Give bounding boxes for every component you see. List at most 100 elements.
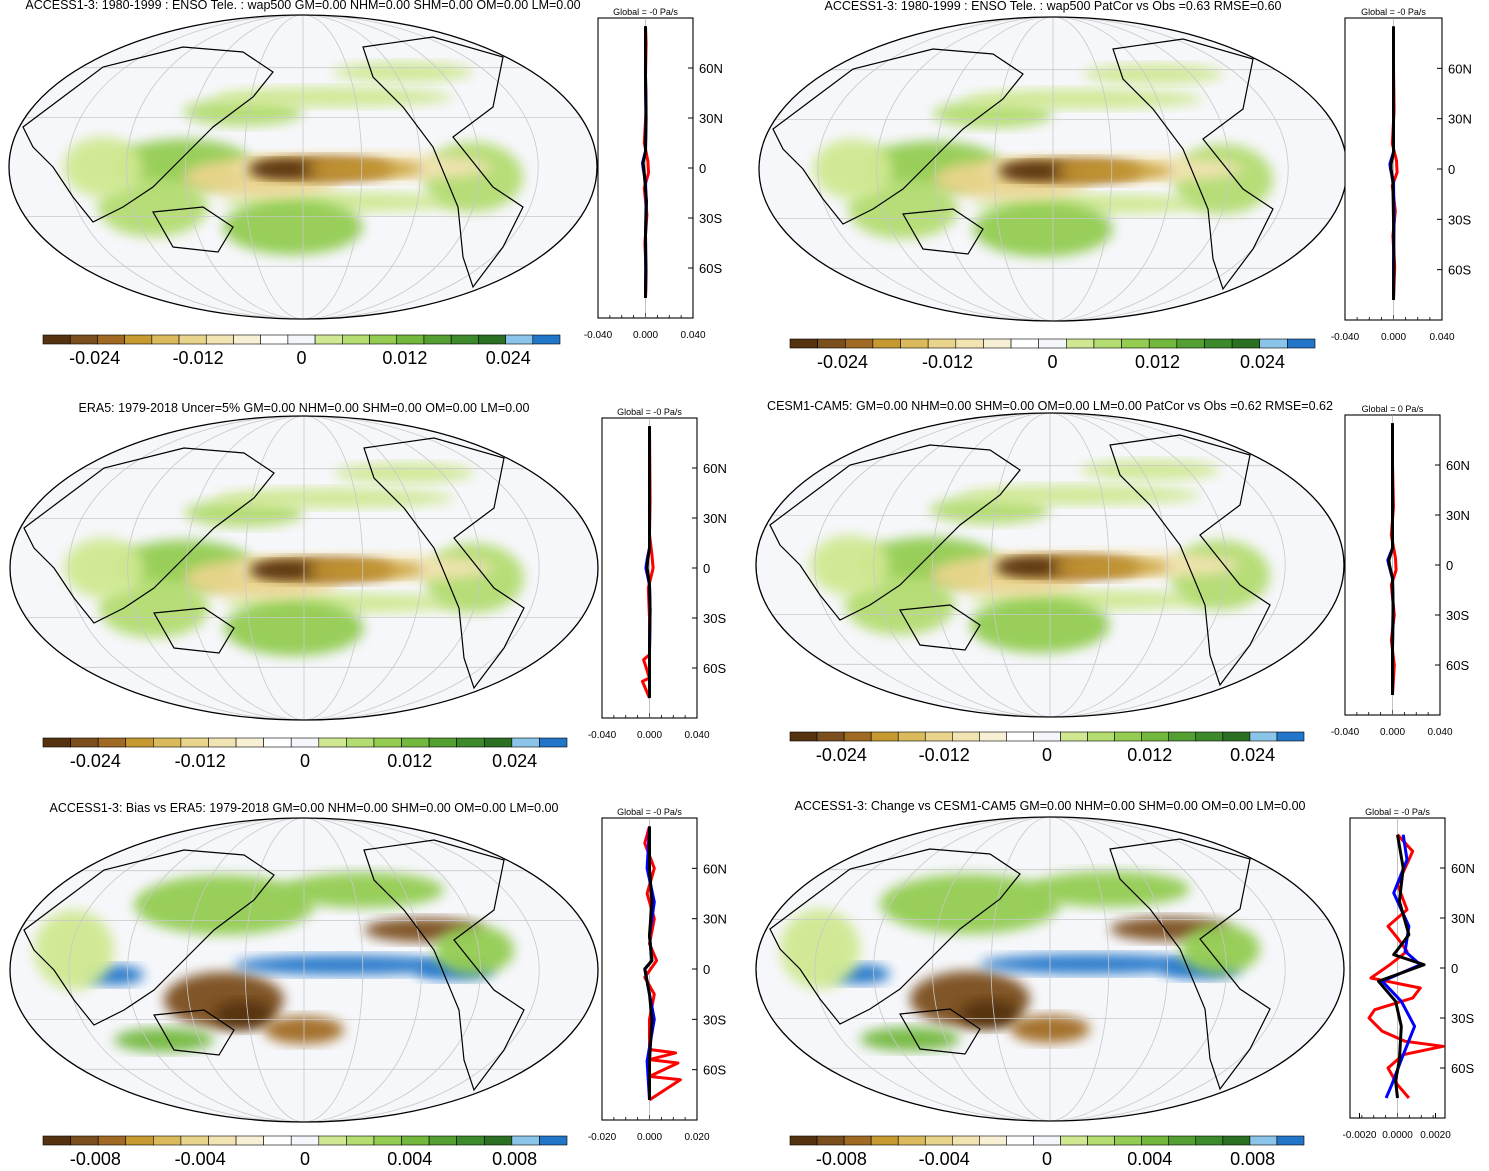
profile-x-tick-label: 0.000 (1380, 727, 1405, 738)
colorbar-swatch (151, 334, 180, 345)
panel-2: ACCESS1-3: 1980-1999 : ENSO Tele. : wap5… (758, 0, 1472, 372)
colorbar-swatch (870, 1135, 899, 1146)
coastline (23, 437, 525, 690)
colorbar-tick-label: -0.004 (175, 1149, 226, 1169)
colorbar-swatch (1176, 338, 1205, 349)
colorbar-swatch (511, 1135, 540, 1146)
colorbar: -0.024 -0.012 0 0.012 0.024 (42, 334, 561, 368)
colorbar-tick-label: -0.012 (922, 352, 973, 372)
profile-x-tick-label: -0.040 (588, 730, 617, 741)
colorbar-swatch (233, 334, 261, 345)
colorbar-swatch (1195, 731, 1224, 742)
map-field (10, 818, 598, 1122)
colorbar-swatch (342, 334, 370, 345)
profile-x-tick-label: -0.040 (584, 330, 613, 341)
profile-x-tick-label: 0.040 (680, 330, 705, 341)
colorbar-swatch (263, 1135, 292, 1146)
panel-4: CESM1-CAM5: GM=0.00 NHM=0.00 SHM=0.00 OM… (755, 399, 1470, 765)
colorbar-swatch (263, 737, 292, 748)
colorbar-swatch (1033, 731, 1061, 742)
colorbar-swatch (789, 1135, 818, 1146)
profile-line-total (1389, 26, 1396, 300)
profile-x-tick-label: 0.000 (633, 330, 658, 341)
colorbar-swatch (870, 731, 899, 742)
colorbar-tick-label: -0.008 (70, 1149, 121, 1169)
map-frame (755, 412, 1345, 718)
graticule (10, 416, 598, 720)
colorbar-swatch (1222, 731, 1251, 742)
colorbar-swatch (1195, 1135, 1224, 1146)
zonal-profile: Global = -0 Pa/s -0.040 0.000 0.040 60N 30N 0 3… (1331, 7, 1472, 343)
colorbar-swatch (180, 1135, 209, 1146)
colorbar-swatch (125, 737, 154, 748)
colorbar-swatch (844, 338, 874, 349)
colorbar-swatch (532, 334, 561, 345)
colorbar-swatch (124, 334, 153, 345)
colorbar-swatch (396, 334, 425, 345)
graticule (10, 818, 598, 1122)
colorbar-tick-label: 0.012 (1127, 745, 1172, 765)
colorbar-tick-label: 0.008 (492, 1149, 537, 1169)
colorbar-swatch (1204, 338, 1233, 349)
colorbar-swatch (1231, 338, 1261, 349)
colorbar-swatch (900, 338, 929, 349)
colorbar-swatch (1121, 338, 1150, 349)
colorbar-tick-label: 0 (1042, 1149, 1052, 1169)
colorbar-swatch (789, 731, 818, 742)
colorbar: -0.024 -0.012 0 0.012 0.024 (789, 731, 1305, 765)
profile-lat-tick-label: 30S (1446, 608, 1469, 623)
coastline (23, 839, 525, 1092)
colorbar-swatch (1259, 338, 1288, 349)
profile-lat-tick-label: 30N (1446, 508, 1470, 523)
colorbar-swatch (205, 334, 234, 345)
profile-lat-tick-label: 0 (1448, 162, 1455, 177)
profile-lat-tick-label: 60N (1448, 61, 1472, 76)
colorbar: -0.024 -0.012 0 0.012 0.024 (42, 737, 568, 771)
map-field (756, 817, 1344, 1121)
colorbar-swatch (1087, 731, 1115, 742)
colorbar-swatch (1222, 1135, 1251, 1146)
colorbar-swatch (42, 737, 71, 748)
colorbar-tick-label: 0.024 (1230, 745, 1275, 765)
map-frame (9, 817, 599, 1123)
colorbar-swatch (1033, 1135, 1061, 1146)
profile-x-tick-label: 0.040 (1427, 727, 1452, 738)
colorbar-swatch (1141, 1135, 1170, 1146)
profile-x-tick-label: -0.0020 (1343, 1130, 1377, 1141)
profile-lat-tick-label: 30N (703, 912, 727, 927)
profile-lat-tick-label: 60N (703, 461, 727, 476)
panel-5: ACCESS1-3: Bias vs ERA5: 1979-2018 GM=0.… (9, 801, 727, 1169)
coastline (769, 838, 1271, 1091)
colorbar-swatch (979, 1135, 1007, 1146)
colorbar-swatch (843, 1135, 872, 1146)
colorbar-swatch (1168, 1135, 1197, 1146)
colorbar-swatch (539, 737, 568, 748)
colorbar-tick-label: -0.024 (69, 348, 120, 368)
colorbar-swatch (1148, 338, 1178, 349)
colorbar-tick-label: 0.024 (1240, 352, 1285, 372)
profile-lat-tick-label: 30S (703, 1012, 726, 1027)
zonal-profile: Global = -0 Pa/s -0.040 0.000 0.040 60N 30N 0 3… (584, 7, 723, 341)
colorbar-swatch (401, 737, 430, 748)
colorbar-tick-label: 0.008 (1230, 1149, 1275, 1169)
colorbar-swatch (1287, 338, 1316, 349)
profile-lat-tick-label: 0 (1451, 961, 1458, 976)
colorbar-swatch (208, 1135, 237, 1146)
colorbar-swatch (373, 737, 402, 748)
profile-lat-tick-label: 60S (703, 1063, 726, 1078)
colorbar-tick-label: -0.012 (175, 751, 226, 771)
colorbar-tick-label: 0 (300, 1149, 310, 1169)
colorbar-swatch (97, 334, 125, 345)
colorbar-swatch (428, 737, 457, 748)
colorbar-tick-label: -0.012 (173, 348, 224, 368)
colorbar-swatch (539, 1135, 568, 1146)
colorbar-swatch (1060, 731, 1088, 742)
colorbar-swatch (369, 334, 398, 345)
colorbar-swatch (290, 1135, 320, 1146)
zonal-profile: Global = -0 Pa/s -0.0020 0.0000 0.0020 60N 30… (1343, 807, 1475, 1141)
profile-lat-tick-label: 60S (1448, 263, 1471, 278)
panel-title: ACCESS1-3: Change vs CESM1-CAM5 GM=0.00 … (795, 799, 1306, 813)
colorbar-swatch (1114, 731, 1142, 742)
profile-x-tick-label: 0.000 (1381, 332, 1406, 343)
colorbar-swatch (924, 731, 953, 742)
